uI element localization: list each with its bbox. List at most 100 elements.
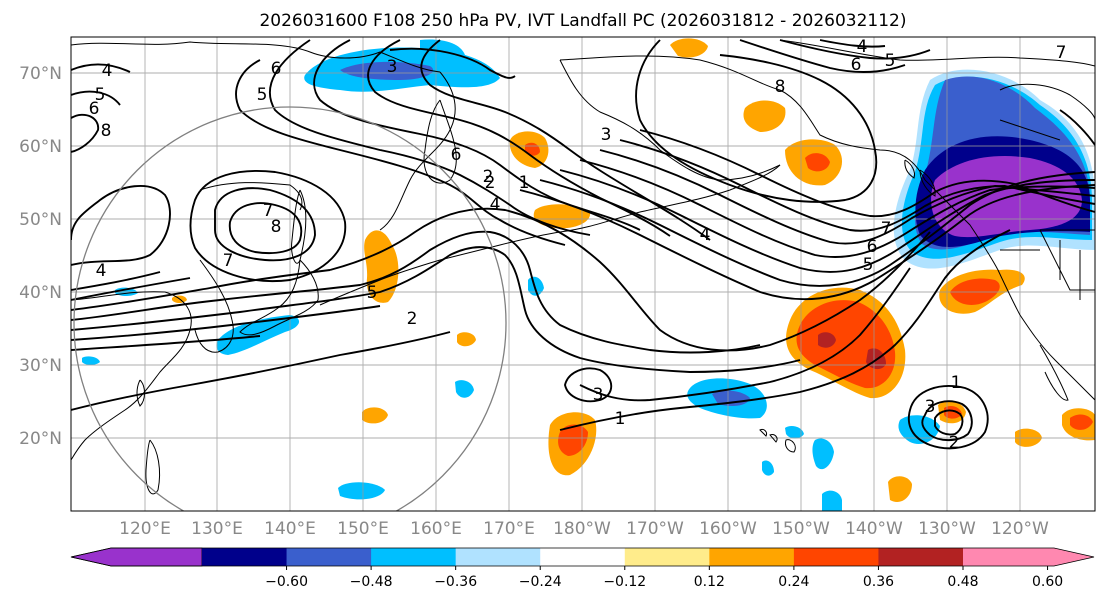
lat-label: 60°N [19,137,62,157]
ivt-positive-south-2 [362,407,388,424]
contour-label: 6 [271,59,282,79]
contour-label: 8 [775,77,786,97]
lat-label: 30°N [19,356,62,376]
colorbar-tick-label: 0.60 [1032,574,1063,590]
ivt-positive-alaska-south-2 [805,153,830,172]
colorbar-segment [540,548,626,566]
contour-label: 6 [851,55,862,75]
contour-label: 5 [367,283,378,303]
contour-label: 4 [96,261,107,281]
contour-label: 7 [263,201,274,221]
colorbar-tick-label: 0.36 [863,574,894,590]
map-frame [70,36,1096,512]
contour-label: 8 [101,121,112,141]
ivt-positive-alaska-north [743,100,786,132]
ivt-positive-south-1b [558,424,588,456]
lon-label: 160°E [410,519,462,539]
contour-label: 7 [1056,43,1067,63]
ivt-negative-subtropic-5 [455,380,474,398]
colorbar-segment [202,548,288,566]
contour-label: 3 [387,57,398,77]
ivt-negative-subtropic-4 [338,482,385,500]
contour-label: 6 [867,237,878,257]
contour-label: 2 [483,167,494,187]
ivt-negative-subtropic-6 [785,426,804,439]
lat-label: 20°N [19,429,62,449]
ivt-positive-south-6b [1070,414,1093,430]
longitude-labels: 120°E 130°E 140°E 150°E 160°E 170°E 180°… [119,519,1049,539]
contour-label: 1 [615,409,626,429]
pv-contour-labels: 4 5 6 3 5 6 7 8 7 6 5 4 8 7 6 5 4 3 2 1 … [89,37,1067,453]
contour-label: 4 [490,195,501,215]
colorbar-segment [455,548,541,566]
contour-label: 2 [485,173,496,193]
ivt-negative-small-2 [82,356,100,365]
colorbar-tick-label: −0.24 [519,574,562,590]
contour-label: 7 [223,251,234,271]
range-circle [73,106,507,511]
lat-label: 50°N [19,210,62,230]
contour-label: 3 [593,385,604,405]
lon-label: 130°E [191,519,243,539]
contour-label: 2 [407,309,418,329]
contour-label: 4 [700,225,711,245]
contour-label: 3 [601,125,612,145]
lon-label: 130°W [918,519,976,539]
colorbar-outline [70,547,1095,567]
lon-label: 150°E [337,519,389,539]
ivt-negative-subtropic-3 [812,438,834,470]
ivt-positive-alaska-top [670,38,708,58]
lon-label: 120°W [991,519,1049,539]
contour-label: 5 [885,51,896,71]
contour-label: 7 [881,219,892,239]
contour-label: 4 [857,37,868,57]
lat-label: 40°N [19,283,62,303]
contour-label: 8 [271,217,282,237]
colorbar-segment [624,548,710,566]
colorbar-tick-label: −0.60 [265,574,308,590]
pv-contours [71,39,1095,450]
colorbar [70,547,1095,570]
colorbar-segment [878,548,964,566]
lon-label: 170°W [626,519,684,539]
colorbar-segment [709,548,795,566]
colorbar-segment [963,548,1094,566]
lon-label: 140°E [264,519,316,539]
figure-title: 2026031600 F108 250 hPa PV, IVT Landfall… [259,11,906,31]
colorbar-tick-label: −0.36 [434,574,477,590]
ivt-positive-south-3 [457,332,476,347]
contour-label: 6 [451,145,462,165]
colorbar-tick-label: 0.12 [694,574,725,590]
ivt-negative-subtropic-8 [822,490,842,511]
colorbar-segment [793,548,879,566]
colorbar-tick-label: 0.48 [947,574,978,590]
contour-label: 1 [951,373,962,393]
contour-label: 5 [95,85,106,105]
contour-label: 2 [949,433,960,453]
lon-label: 150°W [772,519,830,539]
lon-label: 170°E [483,519,535,539]
ivt-negative-japan-south [216,315,300,355]
colorbar-segment [371,548,457,566]
ivt-positive-aleutian [533,204,591,229]
colorbar-tick-label: 0.24 [778,574,809,590]
colorbar-tick-label: −0.48 [350,574,393,590]
contour-label: 1 [519,173,530,193]
map-content: 4 5 6 3 5 6 7 8 7 6 5 4 8 7 6 5 4 3 2 1 … [71,37,1095,511]
lon-label: 120°E [119,519,171,539]
contour-label: 6 [89,99,100,119]
ivt-positive-low-2 [944,406,962,419]
colorbar-segment [286,548,372,566]
lat-label: 70°N [19,64,62,84]
contour-label: 4 [102,61,113,81]
colorbar-tick-label: −0.12 [603,574,646,590]
contour-label: 3 [925,397,936,417]
ivt-negative-subtropic-9 [528,276,544,296]
contour-label: 5 [863,255,874,275]
ivt-positive-south-4 [888,476,912,503]
colorbar-segment [70,547,203,567]
lon-label: 160°W [699,519,757,539]
lat-lon-grid [71,37,1095,511]
lon-label: 140°W [845,519,903,539]
